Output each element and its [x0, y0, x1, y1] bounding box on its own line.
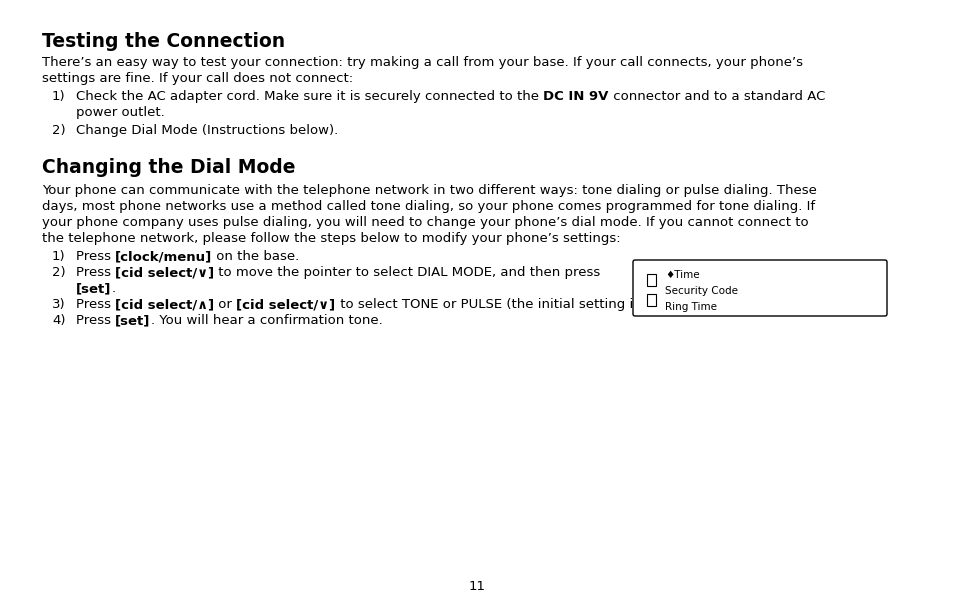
Text: 3): 3) [52, 298, 66, 311]
Text: Change Dial Mode (Instructions below).: Change Dial Mode (Instructions below). [76, 124, 338, 137]
Text: [cid select/∨]: [cid select/∨] [236, 298, 335, 311]
Text: [cid select/∧]: [cid select/∧] [115, 298, 214, 311]
Text: There’s an easy way to test your connection: try making a call from your base. I: There’s an easy way to test your connect… [42, 56, 802, 69]
Text: your phone company uses pulse dialing, you will need to change your phone’s dial: your phone company uses pulse dialing, y… [42, 216, 808, 229]
Text: 4): 4) [52, 314, 66, 327]
Text: [cid select/∨]: [cid select/∨] [115, 266, 214, 279]
Text: settings are fine. If your call does not connect:: settings are fine. If your call does not… [42, 72, 353, 85]
Text: DC IN 9V: DC IN 9V [542, 90, 608, 103]
Text: .: . [112, 282, 115, 295]
Text: Press: Press [76, 266, 115, 279]
FancyBboxPatch shape [633, 260, 886, 316]
Text: Press: Press [76, 250, 115, 263]
Text: 2): 2) [52, 124, 66, 137]
Text: or: or [214, 298, 236, 311]
Text: days, most phone networks use a method called tone dialing, so your phone comes : days, most phone networks use a method c… [42, 200, 814, 213]
Text: 2): 2) [52, 266, 66, 279]
Text: Ring Time: Ring Time [664, 302, 717, 312]
Text: Press: Press [76, 298, 115, 311]
Text: [set]: [set] [76, 282, 112, 295]
Text: to move the pointer to select DIAL MODE, and then press: to move the pointer to select DIAL MODE,… [214, 266, 600, 279]
Text: Security Code: Security Code [664, 286, 738, 296]
Text: power outlet.: power outlet. [76, 106, 165, 119]
Text: Your phone can communicate with the telephone network in two different ways: ton: Your phone can communicate with the tele… [42, 184, 816, 197]
Text: Changing the Dial Mode: Changing the Dial Mode [42, 158, 295, 177]
Text: Press: Press [76, 314, 115, 327]
Text: the telephone network, please follow the steps below to modify your phone’s sett: the telephone network, please follow the… [42, 232, 620, 245]
Text: . You will hear a confirmation tone.: . You will hear a confirmation tone. [151, 314, 382, 327]
Text: Check the AC adapter cord. Make sure it is securely connected to the: Check the AC adapter cord. Make sure it … [76, 90, 542, 103]
Text: connector and to a standard AC: connector and to a standard AC [608, 90, 824, 103]
Text: on the base.: on the base. [213, 250, 299, 263]
Text: [clock/menu]: [clock/menu] [115, 250, 213, 263]
Text: to select TONE or PULSE (the initial setting is TONE).: to select TONE or PULSE (the initial set… [335, 298, 689, 311]
Text: 11: 11 [468, 580, 485, 593]
Text: [set]: [set] [115, 314, 151, 327]
Text: 1): 1) [52, 90, 66, 103]
Text: Testing the Connection: Testing the Connection [42, 32, 285, 51]
Bar [646, 294, 656, 306]
Text: 1): 1) [52, 250, 66, 263]
Bar [646, 274, 656, 286]
Text: ♦Time: ♦Time [664, 270, 699, 280]
